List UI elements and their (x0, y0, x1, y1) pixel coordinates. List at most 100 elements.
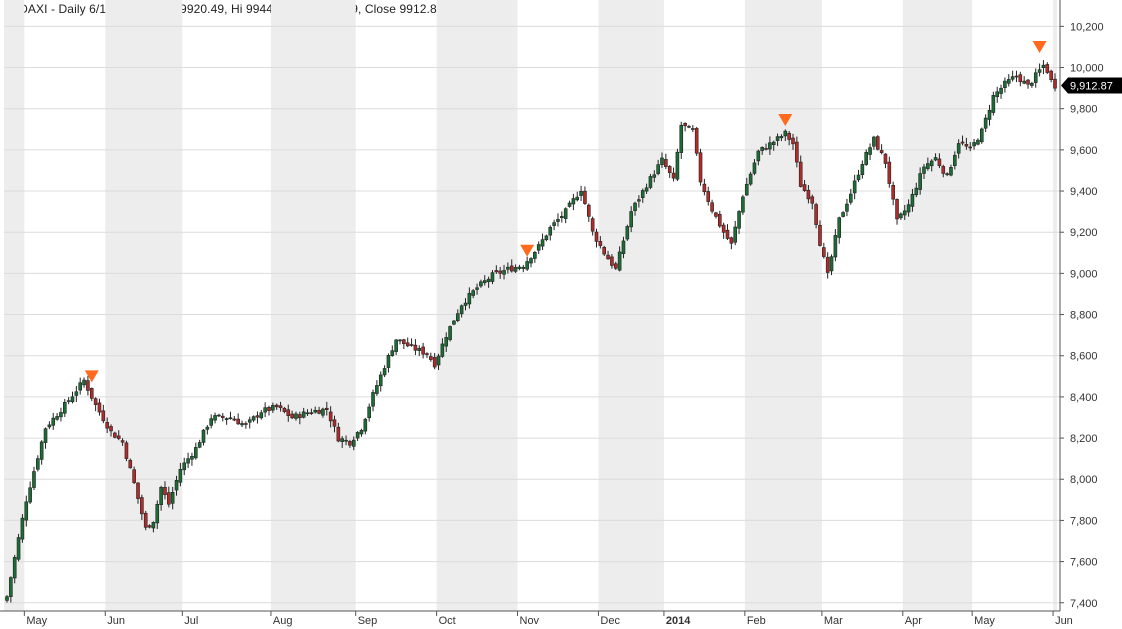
candle-body (109, 426, 113, 432)
y-tick-label: 9,400 (1070, 186, 1098, 198)
candle-body (62, 402, 67, 414)
candle-body (953, 154, 957, 167)
candle-body (752, 162, 757, 174)
candle-body (783, 130, 788, 137)
month-shade-band (436, 0, 518, 611)
candle-body (887, 161, 892, 184)
x-tick-label: Apr (905, 615, 922, 627)
candle-body (471, 290, 476, 296)
candle-body (852, 180, 857, 194)
candle-body (540, 239, 545, 247)
x-tick-label: Jul (184, 615, 198, 627)
candle-body (872, 136, 876, 147)
x-tick-label: Nov (520, 615, 540, 627)
candle-body (290, 413, 294, 419)
candle-body (583, 190, 587, 204)
candle-body (348, 441, 352, 446)
candle-body (625, 226, 630, 240)
x-tick-label: 2014 (666, 615, 691, 627)
y-tick-label: 7,800 (1070, 515, 1098, 527)
candle-body (929, 160, 934, 167)
candle-body (860, 164, 865, 175)
candle-body (240, 423, 244, 426)
candle-body (683, 122, 687, 127)
candle-body (698, 152, 703, 183)
candle-body (236, 418, 240, 425)
candle-body (848, 193, 853, 203)
candle-body (1018, 74, 1023, 83)
candle-body (274, 404, 279, 408)
candle-body (459, 305, 464, 315)
candle-body (209, 418, 214, 426)
candle-body (193, 447, 198, 459)
month-shade-band (105, 0, 183, 611)
last-price-label: 9,912.87 (1070, 80, 1113, 92)
candle-body (1003, 80, 1007, 88)
candle-body (637, 199, 641, 202)
candle-body (1030, 82, 1034, 86)
y-tick-label: 9,600 (1070, 145, 1098, 157)
candle-body (82, 379, 86, 386)
candle-body (113, 432, 117, 438)
candle-body (140, 497, 144, 515)
candle-body (78, 382, 83, 391)
y-tick-label: 9,200 (1070, 227, 1098, 239)
y-tick-label: 8,400 (1070, 392, 1098, 404)
candle-body (39, 441, 44, 460)
candle-body (968, 146, 973, 149)
candle-body (432, 357, 437, 368)
candle-body (340, 438, 345, 442)
candle-body (213, 415, 217, 421)
candle-body (744, 183, 749, 196)
month-shade-band (902, 0, 973, 611)
y-axis-ticks: 7,400 7,600 7,800 8,000 8,200 8,400 8,600 8,800… (1060, 21, 1104, 610)
candle-body (675, 151, 680, 180)
candle-body (1022, 80, 1026, 84)
candle-body (906, 204, 911, 213)
candle-body (552, 222, 556, 226)
candle-body (267, 407, 271, 411)
candle-body (702, 183, 707, 193)
candle-body (629, 211, 633, 228)
candle-body (664, 159, 668, 167)
candle-body (317, 410, 321, 414)
candle-body (660, 157, 664, 165)
candle-body (560, 216, 564, 219)
y-tick-label: 7,600 (1070, 557, 1098, 569)
candle-body (86, 380, 90, 391)
candle-body (201, 429, 206, 443)
candle-body (271, 405, 275, 411)
candle-body (613, 263, 618, 269)
candle-body (910, 193, 915, 207)
candle-body (829, 256, 834, 272)
candle-body (960, 141, 965, 144)
candle-body (521, 267, 526, 269)
candle-body (895, 199, 899, 220)
x-tick-label: Jun (1055, 615, 1073, 627)
candle-body (506, 266, 510, 270)
candle-body (933, 157, 938, 161)
candle-body (390, 350, 395, 356)
candle-body (170, 492, 175, 504)
candle-body (498, 270, 502, 274)
candle-body (652, 174, 657, 178)
month-shade-band (744, 0, 822, 611)
candle-body (294, 413, 298, 419)
candle-body (482, 280, 487, 284)
candle-body (721, 224, 726, 233)
candle-body (5, 596, 9, 601)
candle-body (232, 418, 237, 421)
candle-body (1049, 70, 1053, 80)
candle-body (656, 164, 660, 174)
candle-body (964, 144, 969, 147)
y-tick-label: 8,600 (1070, 351, 1098, 363)
candle-body (845, 203, 849, 212)
month-shade-band (1053, 0, 1057, 611)
gridlines (4, 25, 1060, 604)
candle-body (455, 313, 460, 321)
candle-body (902, 210, 907, 216)
candle-body (633, 202, 637, 211)
candle-body (244, 423, 248, 425)
candle-body (972, 142, 976, 147)
candle-body (70, 396, 75, 403)
